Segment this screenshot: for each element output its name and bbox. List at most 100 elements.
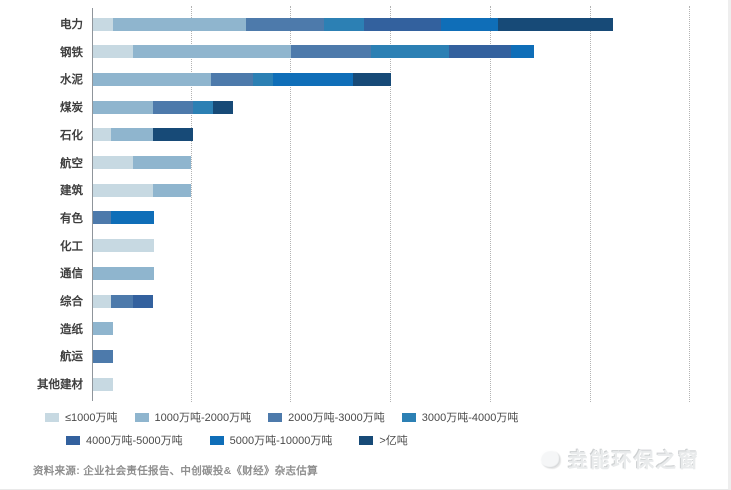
bar-segment (93, 45, 133, 59)
legend-swatch (134, 412, 149, 422)
bar-segment (371, 45, 449, 59)
category-label: 其他建材 (37, 379, 83, 392)
bar-segment (93, 377, 113, 391)
bar-row (93, 239, 154, 253)
bar-segment (93, 72, 211, 86)
category-label: 化工 (60, 240, 83, 253)
gridline (290, 6, 291, 402)
bar-segment (441, 17, 498, 31)
legend-label: 4000万吨-5000万吨 (86, 435, 183, 447)
category-label: 水泥 (60, 74, 83, 87)
bar-row (93, 211, 154, 225)
bar-row (93, 322, 113, 336)
legend-row: 4000万吨-5000万吨 5000万吨-10000万吨 >亿吨 (0, 432, 700, 448)
gridline (390, 6, 391, 402)
legend-swatch (66, 435, 80, 445)
bar-segment (93, 100, 153, 114)
gridline (590, 6, 591, 402)
y-axis-line (92, 8, 93, 401)
legend-swatch (209, 435, 224, 445)
bar-segment (193, 100, 213, 114)
bar-segment (93, 128, 111, 142)
legend-item: 1000万吨-2000万吨 (134, 409, 252, 425)
bar-segment (246, 17, 324, 31)
bar-segment (93, 239, 154, 253)
gridline (191, 6, 192, 402)
gridline (689, 6, 690, 402)
bar-segment (111, 211, 154, 225)
legend-item: 2000万吨-3000万吨 (268, 409, 385, 425)
legend-swatch (268, 412, 283, 422)
bar-segment (364, 17, 441, 31)
bar-segment (324, 17, 364, 31)
legend-label: >亿吨 (379, 435, 408, 447)
legend-label: 1000万吨-2000万吨 (154, 412, 252, 424)
bar-row (93, 349, 113, 363)
bar-segment (111, 128, 153, 142)
category-label: 煤炭 (60, 102, 83, 115)
bar-row (93, 72, 391, 86)
category-label: 航运 (60, 351, 83, 364)
legend-item: ≤1000万吨 (45, 409, 118, 425)
category-label: 石化 (60, 129, 83, 142)
bar-segment (153, 128, 193, 142)
legend-item: 5000万吨-10000万吨 (209, 432, 333, 448)
legend-item: >亿吨 (359, 432, 408, 448)
bar-segment (93, 17, 113, 31)
legend-item: 4000万吨-5000万吨 (66, 432, 183, 448)
bar-row (93, 294, 153, 308)
bar-segment (133, 156, 191, 169)
bar-segment (213, 100, 233, 114)
bar-segment (93, 294, 111, 308)
bar-segment (153, 100, 193, 114)
bar-segment (113, 17, 246, 31)
legend-label: 3000万吨-4000万吨 (421, 412, 519, 424)
legend-label: 5000万吨-10000万吨 (229, 435, 333, 447)
bar-segment (273, 72, 353, 86)
bar-row (93, 266, 154, 280)
bar-segment (449, 45, 511, 59)
bar-segment (93, 322, 113, 336)
category-label: 电力 (60, 19, 83, 31)
bar-segment (498, 17, 613, 31)
gridline (490, 6, 491, 402)
legend-label: 2000万吨-3000万吨 (288, 412, 385, 424)
bar-segment (153, 183, 191, 197)
bar-segment (93, 349, 113, 363)
bar-row (93, 156, 191, 169)
bar-segment (511, 45, 534, 59)
legend-row: ≤1000万吨 1000万吨-2000万吨 2000万吨-3000万吨 3000万吨-… (0, 409, 700, 425)
category-label: 建筑 (60, 185, 83, 198)
category-label: 钢铁 (60, 46, 83, 59)
category-label: 航空 (60, 157, 83, 170)
legend: ≤1000万吨 1000万吨-2000万吨 2000万吨-3000万吨 3000万吨-… (0, 409, 700, 455)
bar-row (93, 100, 233, 114)
bar-segment (93, 211, 111, 225)
bar-row (93, 377, 113, 391)
bar-segment (211, 72, 253, 86)
category-label: 造纸 (60, 323, 83, 336)
bar-segment (93, 183, 153, 197)
bar-segment (111, 294, 133, 308)
bar-row (93, 183, 191, 197)
bar-row (93, 45, 534, 59)
bar-row (93, 17, 613, 31)
bar-segment (133, 45, 291, 59)
legend-swatch (359, 435, 374, 445)
category-label: 综合 (60, 296, 83, 308)
source-text: 资料来源: 企业社会责任报告、中创碳投&《财经》杂志估算 (33, 465, 318, 477)
legend-item: 3000万吨-4000万吨 (401, 409, 519, 425)
bar-segment (291, 45, 371, 59)
bar-row (93, 128, 193, 142)
legend-swatch (401, 412, 416, 422)
bar-segment (353, 72, 391, 86)
category-label: 通信 (60, 268, 83, 281)
bar-segment (93, 156, 133, 169)
legend-swatch (45, 412, 59, 422)
bar-segment (133, 294, 153, 308)
bar-segment (253, 72, 273, 86)
category-label: 有色 (60, 212, 83, 225)
bar-segment (93, 266, 154, 280)
legend-label: ≤1000万吨 (65, 412, 118, 424)
